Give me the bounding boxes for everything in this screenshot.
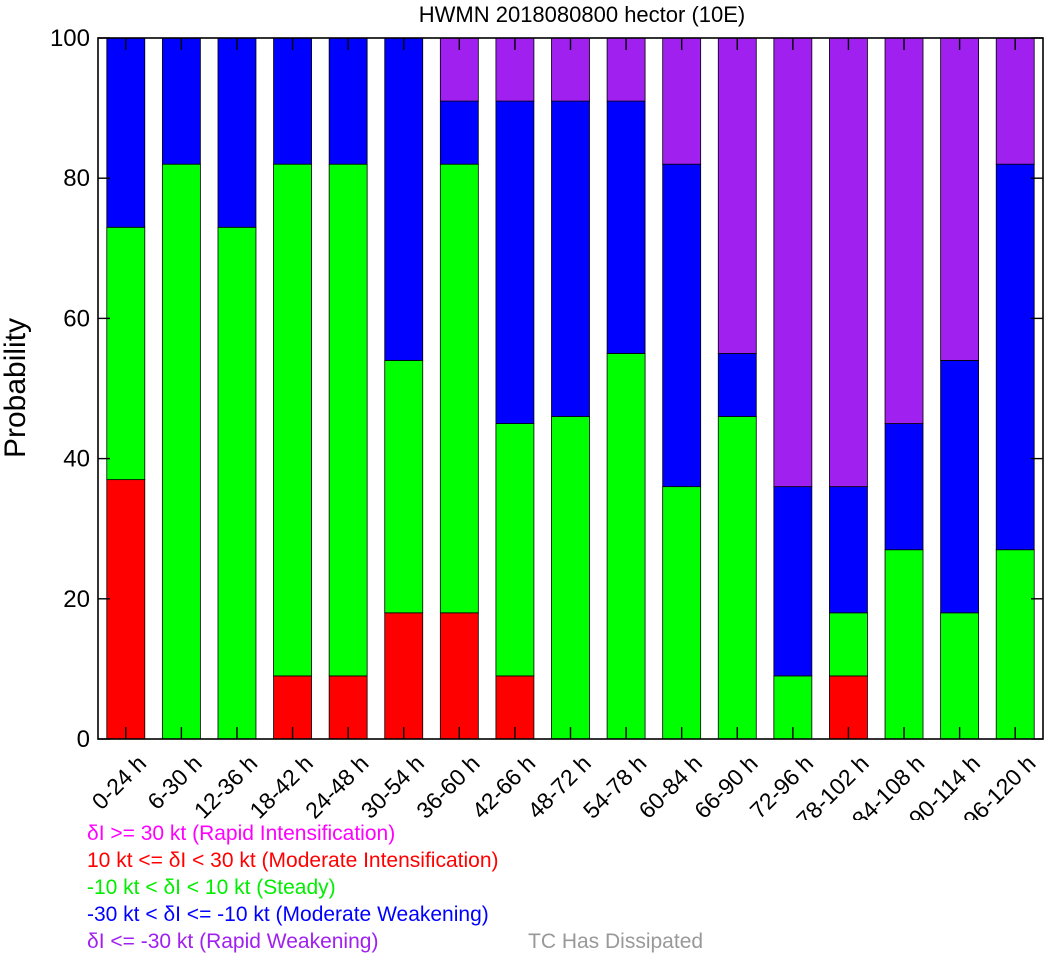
bar-segment-rw-16 [995, 37, 1035, 165]
y-tick-label-60: 60 [63, 305, 90, 332]
bar-segment-rw-10 [662, 37, 702, 165]
bar-segment-steady-10 [662, 486, 702, 740]
bar-segment-rw-14 [884, 37, 924, 424]
bar-segment-steady-1 [161, 163, 201, 740]
bar-segment-mw-1 [161, 37, 201, 165]
bar-segment-steady-16 [995, 549, 1035, 740]
bar-segment-steady-0 [106, 226, 146, 481]
bar-segment-mw-11 [717, 353, 757, 417]
bar-segment-steady-7 [495, 423, 535, 677]
bar-segment-mw-4 [328, 37, 368, 165]
bar-segment-mw-12 [773, 486, 813, 677]
bar-segment-mw-3 [273, 37, 312, 165]
bar-segment-rw-11 [717, 37, 757, 354]
bars-group [106, 37, 1035, 740]
bar-segment-mw-8 [551, 100, 590, 417]
bar-segment-steady-3 [273, 163, 312, 677]
bar-segment-rw-12 [773, 37, 813, 488]
legend-entry-dissipated: TC Has Dissipated [528, 930, 704, 953]
bar-segment-mw-7 [495, 100, 535, 424]
bar-segment-mw-10 [662, 163, 702, 488]
bar-segment-rw-13 [829, 37, 868, 488]
bar-segment-mi-6 [439, 612, 479, 740]
bar-segment-steady-9 [606, 353, 646, 740]
bar-segment-mi-5 [384, 612, 424, 740]
bar-segment-steady-4 [328, 163, 368, 677]
bar-segment-mi-0 [106, 479, 146, 740]
y-tick-label-40: 40 [63, 446, 90, 473]
bar-segment-rw-7 [495, 37, 535, 102]
bar-segment-steady-11 [717, 416, 757, 740]
bar-segment-mw-2 [217, 37, 257, 228]
legend-entry-steady: -10 kt < δI < 10 kt (Steady) [87, 876, 336, 899]
bar-segment-mw-13 [829, 486, 868, 614]
y-tick-label-20: 20 [63, 586, 90, 613]
bar-segment-steady-2 [217, 226, 257, 740]
stacked-bar-chart: HWMN 2018080800 hector (10E) Probability… [0, 2, 1044, 820]
legend-entry-rapid-intensification: δI >= 30 kt (Rapid Intensification) [87, 822, 396, 845]
bar-segment-rw-15 [940, 37, 980, 361]
legend-entry-moderate-intensification: 10 kt <= δI < 30 kt (Moderate Intensific… [87, 849, 499, 872]
x-tick-label-0: 0-24 h [87, 750, 152, 815]
bar-segment-mw-9 [606, 100, 646, 354]
bar-segment-mw-6 [439, 100, 479, 165]
bar-segment-steady-6 [439, 163, 479, 614]
bar-segment-steady-14 [884, 549, 924, 740]
y-tick-label-80: 80 [63, 165, 90, 192]
y-axis-label: Probability [0, 318, 32, 458]
bar-segment-steady-15 [940, 612, 980, 740]
y-tick-label-100: 100 [50, 25, 90, 52]
bar-segment-steady-8 [551, 416, 590, 740]
chart-title: HWMN 2018080800 hector (10E) [419, 2, 746, 27]
bar-segment-mw-15 [940, 360, 980, 614]
bar-segment-mw-0 [106, 37, 146, 228]
bar-segment-steady-5 [384, 360, 424, 614]
legend-entry-rapid-weakening: δI <= -30 kt (Rapid Weakening) [87, 930, 379, 953]
bar-segment-mw-14 [884, 423, 924, 551]
bar-segment-mw-16 [995, 163, 1035, 551]
bar-segment-mw-5 [384, 37, 424, 361]
y-tick-label-0: 0 [77, 726, 90, 753]
legend-entry-moderate-weakening: -30 kt < δI <= -10 kt (Moderate Weakenin… [87, 903, 489, 926]
bar-segment-steady-13 [829, 612, 868, 677]
